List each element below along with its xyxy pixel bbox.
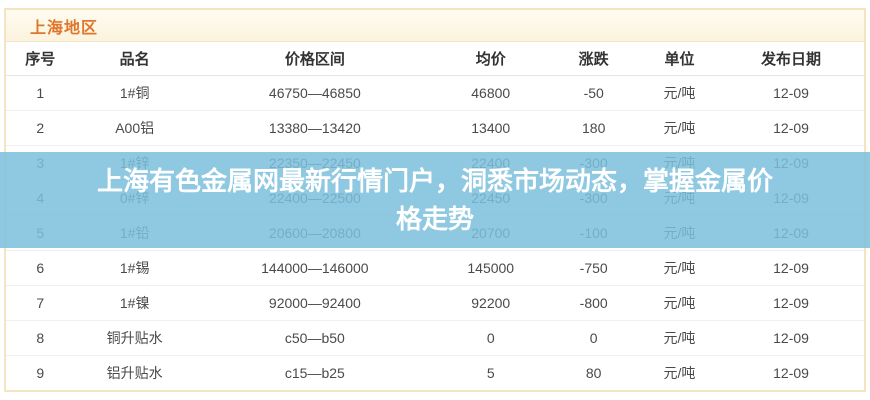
cell-avg: 92200: [434, 285, 547, 321]
header-cell-6: 发布日期: [718, 42, 864, 76]
cell-name: A00铝: [74, 110, 195, 146]
cell-date: 12-09: [718, 250, 864, 286]
cell-change: -750: [546, 250, 641, 286]
cell-name: 1#铜: [74, 75, 195, 111]
cell-name: 1#镍: [74, 285, 195, 321]
cell-date: 12-09: [718, 110, 864, 146]
cell-no: 1: [6, 75, 75, 111]
cell-avg: 13400: [434, 110, 547, 146]
table-header-row: 序号 品名 价格区间 均价 涨跌 单位 发布日期: [6, 42, 864, 76]
table-row: 9 铝升贴水 c15—b25 5 80 元/吨 12-09: [6, 355, 864, 390]
cell-range: c50—b50: [194, 320, 435, 356]
cell-date: 12-09: [718, 75, 864, 111]
header-cell-1: 品名: [74, 42, 195, 76]
promo-banner-overlay: 上海有色金属网最新行情门户，洞悉市场动态，掌握金属价 格走势: [0, 152, 870, 248]
cell-no: 7: [6, 285, 75, 321]
panel-title-bar: 上海地区: [6, 10, 864, 42]
header-cell-4: 涨跌: [546, 42, 641, 76]
cell-change: 180: [546, 110, 641, 146]
cell-unit: 元/吨: [640, 250, 719, 286]
cell-no: 6: [6, 250, 75, 286]
cell-change: -800: [546, 285, 641, 321]
cell-range: 13380—13420: [194, 110, 435, 146]
table-row: 7 1#镍 92000—92400 92200 -800 元/吨 12-09: [6, 285, 864, 321]
cell-range: 46750—46850: [194, 75, 435, 111]
cell-date: 12-09: [773, 364, 809, 381]
table-row: 1 1#铜 46750—46850 46800 -50 元/吨 12-09: [6, 75, 864, 111]
cell-no: 9: [36, 364, 45, 381]
table-row: 2 A00铝 13380—13420 13400 180 元/吨 12-09: [6, 110, 864, 146]
cell-range: 92000—92400: [194, 285, 435, 321]
promo-banner-text-line2: 格走势: [395, 204, 474, 234]
cell-change: 80: [585, 364, 602, 381]
cell-avg: 5: [486, 364, 495, 381]
promo-banner-text-line1: 上海有色金属网最新行情门户，洞悉市场动态，掌握金属价: [96, 166, 773, 196]
cell-change: 0: [546, 320, 641, 356]
header-cell-5: 单位: [640, 42, 719, 76]
header-cell-3: 均价: [434, 42, 547, 76]
cell-no: 2: [6, 110, 75, 146]
cell-unit: 元/吨: [663, 364, 696, 381]
header-cell-0: 序号: [6, 42, 75, 76]
cell-unit: 元/吨: [640, 110, 719, 146]
cell-avg: 0: [434, 320, 547, 356]
cell-change: -50: [546, 75, 641, 111]
cell-no: 8: [6, 320, 75, 356]
cell-avg: 46800: [434, 75, 547, 111]
cell-name: 1#锡: [74, 250, 195, 286]
table-row: 6 1#锡 144000—146000 145000 -750 元/吨 12-09: [6, 250, 864, 286]
cell-avg: 145000: [434, 250, 547, 286]
region-title: 上海地区: [30, 19, 99, 37]
cell-unit: 元/吨: [640, 75, 719, 111]
cell-name: 铝升贴水: [106, 364, 163, 381]
cell-unit: 元/吨: [640, 285, 719, 321]
cell-date: 12-09: [718, 285, 864, 321]
cell-date: 12-09: [718, 320, 864, 356]
cell-unit: 元/吨: [640, 320, 719, 356]
header-cell-2: 价格区间: [194, 42, 435, 76]
table-row: 8 铜升贴水 c50—b50 0 0 元/吨 12-09: [6, 320, 864, 356]
cell-range: c15—b25: [284, 364, 345, 381]
cell-range: 144000—146000: [194, 250, 435, 286]
cell-name: 铜升贴水: [74, 320, 195, 356]
